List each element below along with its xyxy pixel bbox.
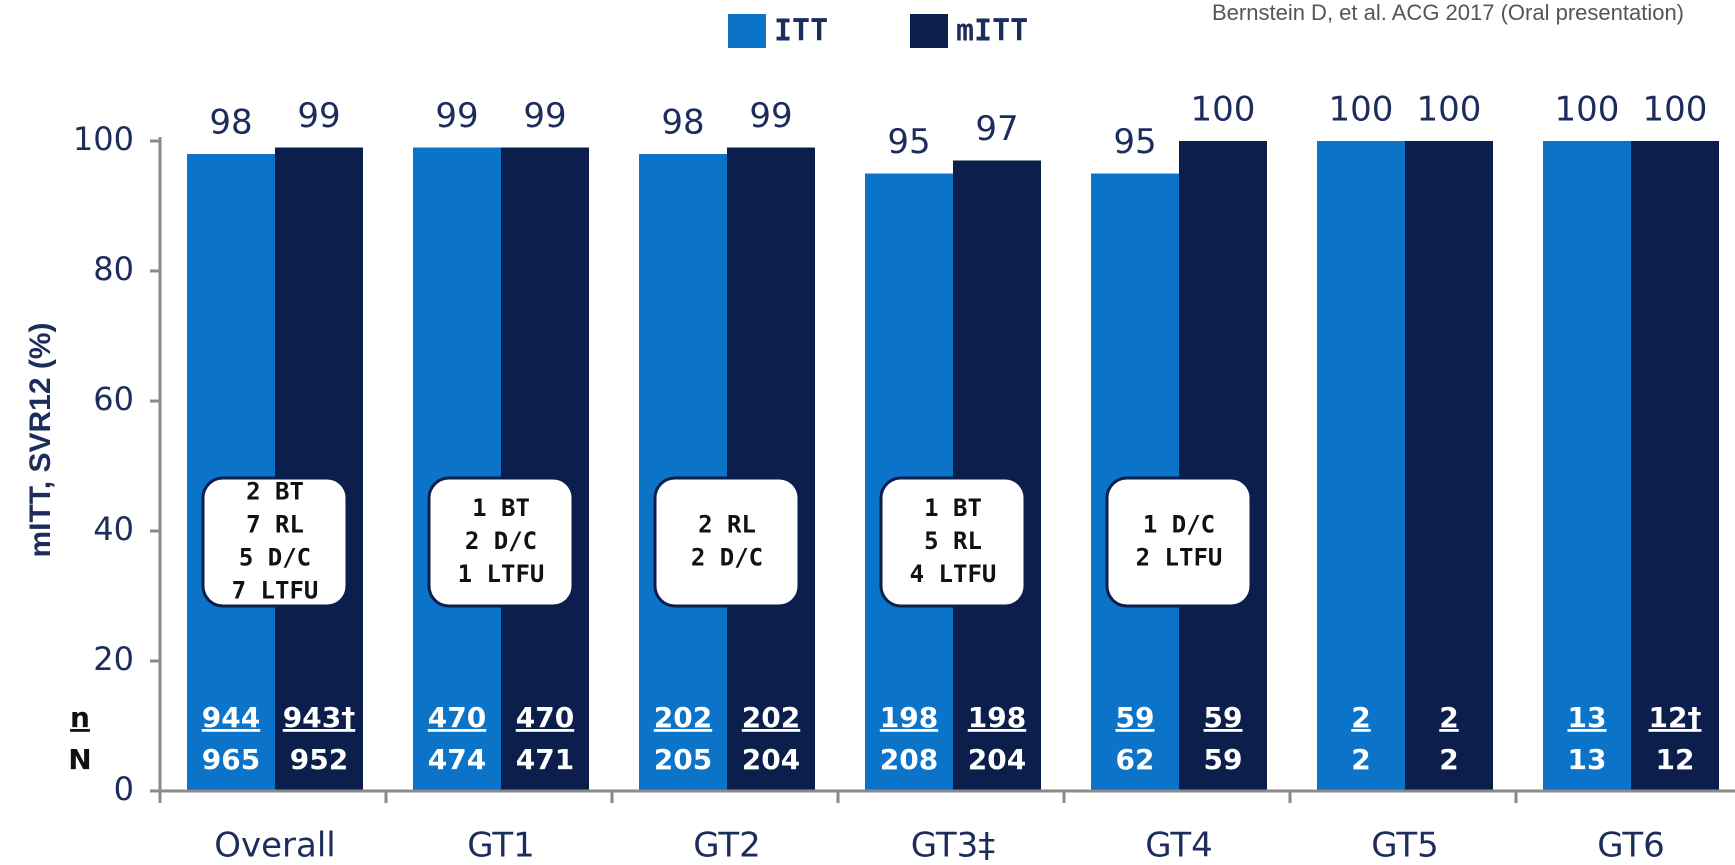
N-label: 2 bbox=[1351, 743, 1370, 776]
y-tick-label: 100 bbox=[73, 120, 134, 158]
y-tick-label: 80 bbox=[93, 250, 134, 288]
x-tick-label: Overall bbox=[214, 826, 336, 865]
row-label: n bbox=[70, 701, 90, 734]
y-tick-label: 20 bbox=[93, 640, 134, 678]
bar bbox=[1405, 141, 1493, 791]
N-label: 205 bbox=[654, 743, 712, 776]
n-label: 944 bbox=[202, 701, 260, 734]
bar bbox=[187, 154, 275, 791]
n-label: 198 bbox=[880, 701, 938, 734]
N-label: 471 bbox=[516, 743, 574, 776]
n-label: 198 bbox=[968, 701, 1026, 734]
note-text: 5 RL bbox=[924, 527, 982, 555]
value-label: 99 bbox=[435, 96, 478, 136]
x-tick-label: GT4 bbox=[1145, 826, 1213, 865]
y-axis-label: mITT, SVR12 (%) bbox=[24, 322, 57, 557]
x-tick-label: GT6 bbox=[1597, 826, 1665, 865]
bar bbox=[1631, 141, 1719, 791]
value-label: 99 bbox=[523, 96, 566, 136]
legend-label: ITT bbox=[774, 14, 828, 49]
note-text: 2 D/C bbox=[691, 544, 763, 572]
n-label: 202 bbox=[654, 701, 712, 734]
N-label: 12 bbox=[1656, 743, 1695, 776]
legend-swatch bbox=[910, 14, 948, 48]
n-label: 943† bbox=[283, 701, 355, 734]
note-text: 2 RL bbox=[698, 511, 756, 539]
N-label: 208 bbox=[880, 743, 938, 776]
bar bbox=[727, 147, 815, 791]
value-label: 100 bbox=[1643, 90, 1708, 130]
N-label: 59 bbox=[1204, 743, 1243, 776]
note-text: 7 LTFU bbox=[232, 577, 319, 605]
note-text: 2 LTFU bbox=[1136, 544, 1223, 572]
N-label: 204 bbox=[968, 743, 1026, 776]
value-label: 100 bbox=[1329, 90, 1394, 130]
note-text: 1 D/C bbox=[1143, 511, 1215, 539]
note-box bbox=[653, 476, 801, 608]
bar bbox=[953, 160, 1041, 791]
legend-label: mITT bbox=[956, 14, 1028, 49]
note-text: 1 LTFU bbox=[458, 560, 545, 588]
n-label: 59 bbox=[1204, 701, 1243, 734]
value-label: 97 bbox=[975, 109, 1018, 149]
n-label: 470 bbox=[428, 701, 486, 734]
note-box bbox=[879, 476, 1027, 608]
bar bbox=[1317, 141, 1405, 791]
y-tick-label: 40 bbox=[93, 510, 134, 548]
value-label: 99 bbox=[297, 96, 340, 136]
n-label: 12† bbox=[1649, 701, 1702, 734]
x-tick-label: GT2 bbox=[693, 826, 761, 865]
value-label: 100 bbox=[1417, 90, 1482, 130]
bar bbox=[1543, 141, 1631, 791]
n-label: 2 bbox=[1439, 701, 1458, 734]
value-label: 95 bbox=[1113, 122, 1156, 162]
n-label: 13 bbox=[1568, 701, 1607, 734]
note-text: 2 D/C bbox=[465, 527, 537, 555]
value-label: 100 bbox=[1191, 90, 1256, 130]
bar bbox=[413, 147, 501, 791]
x-tick-label: GT3‡ bbox=[911, 826, 996, 865]
bar bbox=[639, 154, 727, 791]
value-label: 99 bbox=[749, 96, 792, 136]
n-label: 59 bbox=[1116, 701, 1155, 734]
y-tick-label: 0 bbox=[114, 770, 134, 808]
note-box bbox=[201, 476, 349, 608]
N-label: 952 bbox=[290, 743, 348, 776]
note-text: 4 LTFU bbox=[910, 560, 997, 588]
citation: Bernstein D, et al. ACG 2017 (Oral prese… bbox=[1212, 0, 1684, 25]
y-tick-label: 60 bbox=[93, 380, 134, 418]
N-label: 62 bbox=[1116, 743, 1155, 776]
x-tick-label: GT1 bbox=[467, 826, 535, 865]
value-label: 95 bbox=[887, 122, 930, 162]
bar bbox=[1179, 141, 1267, 791]
N-label: 13 bbox=[1568, 743, 1607, 776]
x-tick-label: GT5 bbox=[1371, 826, 1439, 865]
note-box bbox=[427, 476, 575, 608]
N-label: 204 bbox=[742, 743, 800, 776]
note-text: 1 BT bbox=[472, 494, 530, 522]
n-label: 202 bbox=[742, 701, 800, 734]
value-label: 98 bbox=[209, 103, 252, 143]
note-text: 1 BT bbox=[924, 494, 982, 522]
row-label: N bbox=[68, 743, 91, 776]
value-label: 100 bbox=[1555, 90, 1620, 130]
N-label: 474 bbox=[428, 743, 486, 776]
N-label: 965 bbox=[202, 743, 260, 776]
bar bbox=[501, 147, 589, 791]
legend-swatch bbox=[728, 14, 766, 48]
note-text: 5 D/C bbox=[239, 544, 311, 572]
value-label: 98 bbox=[661, 103, 704, 143]
note-text: 7 RL bbox=[246, 511, 304, 539]
n-label: 470 bbox=[516, 701, 574, 734]
N-label: 2 bbox=[1439, 743, 1458, 776]
n-label: 2 bbox=[1351, 701, 1370, 734]
bar bbox=[275, 147, 363, 791]
note-box bbox=[1105, 476, 1253, 608]
note-text: 2 BT bbox=[246, 478, 304, 506]
